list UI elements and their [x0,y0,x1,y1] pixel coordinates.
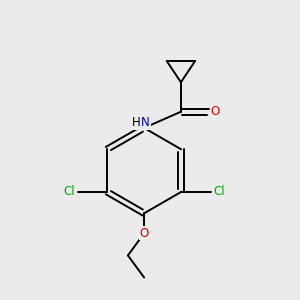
Text: Cl: Cl [213,185,225,199]
Text: O: O [211,105,220,118]
Text: H: H [131,116,140,129]
Text: O: O [140,227,149,240]
Text: Cl: Cl [64,185,75,199]
Text: N: N [141,116,150,129]
